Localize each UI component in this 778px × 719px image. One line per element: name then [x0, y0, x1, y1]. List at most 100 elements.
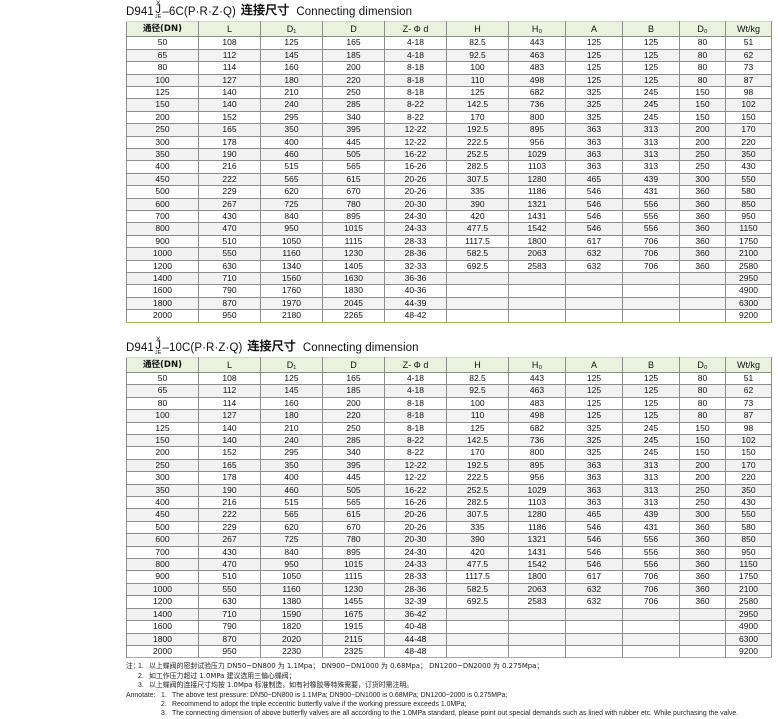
cell-21-5: 40-36: [384, 284, 447, 298]
cell-20-10: [679, 607, 726, 622]
cell-14-2: 267: [198, 533, 261, 547]
cell-5-4: 250: [322, 85, 385, 100]
cell-21-5: 40-48: [384, 620, 447, 634]
cell-15-11: 950: [725, 545, 772, 560]
cell-7-2: 152: [198, 446, 261, 460]
cell-16-8: 546: [565, 558, 623, 572]
table-row: 125 140 210 250 8-18 125 682 325 245 150 98: [126, 421, 772, 436]
table-row: 350 190 460 505 16-22 252.5 1029 363 313 250 350: [126, 483, 772, 498]
cell-7-3: 295: [260, 446, 323, 460]
cell-18-6: 582.5: [446, 582, 509, 597]
cell-17-5: 28-33: [384, 234, 447, 249]
cell-23-4: 2265: [322, 309, 385, 323]
cell-12-8: 465: [565, 508, 623, 522]
cell-12-11: 550: [725, 172, 772, 187]
cell-9-4: 445: [322, 135, 385, 149]
cell-13-3: 620: [260, 520, 323, 535]
cell-16-3: 950: [260, 222, 323, 236]
cell-8-1: 250: [126, 123, 199, 137]
cell-10-5: 16-22: [384, 483, 447, 498]
table-row: 1000 550 1160 1230 28-36 582.5 2063 632 706 360 21…: [126, 247, 772, 261]
cell-6-7: 736: [508, 433, 566, 448]
column-header-9: B: [622, 356, 680, 373]
cell-10-10: 250: [679, 147, 726, 162]
cell-19-5: 32-39: [384, 595, 447, 609]
column-header-6: H: [446, 21, 509, 38]
cell-7-8: 325: [565, 446, 623, 460]
cell-3-11: 73: [725, 396, 772, 411]
cell-6-1: 150: [126, 98, 199, 112]
cell-23-8: [565, 309, 623, 323]
cell-17-5: 28-33: [384, 570, 447, 584]
cell-17-2: 510: [198, 570, 261, 584]
note-cn-number-1: 1.: [138, 663, 144, 671]
cell-22-4: 2115: [322, 632, 385, 646]
cell-2-1: 65: [126, 384, 199, 398]
cell-8-4: 395: [322, 123, 385, 137]
table-row: 65 112 145 185 4-18 92.5 463 125 125 80 62: [126, 48, 772, 63]
cell-11-7: 1103: [508, 496, 566, 510]
column-header-8: A: [565, 21, 623, 38]
table-row: 700 430 840 895 24-30 420 1431 546 556 360 950: [126, 209, 772, 224]
table-row: 150 140 240 285 8-22 142.5 736 325 245 150 102: [126, 98, 772, 112]
cell-17-8: 617: [565, 234, 623, 249]
table-row: 1400 710 1560 1630 36-36 2950: [126, 272, 772, 286]
cell-9-3: 400: [260, 471, 323, 485]
cell-19-6: 692.5: [446, 259, 509, 274]
table-row: 1800 870 1970 2045 44-39 6300: [126, 296, 772, 311]
cell-16-5: 24-33: [384, 558, 447, 572]
cell-1-1: 50: [126, 36, 199, 50]
cell-2-1: 65: [126, 48, 199, 63]
cell-3-1: 80: [126, 396, 199, 411]
cell-10-7: 1029: [508, 483, 566, 498]
cell-9-2: 178: [198, 471, 261, 485]
cell-2-6: 92.5: [446, 48, 509, 63]
cell-18-3: 1160: [260, 247, 323, 261]
column-header-11: Wt/kg: [725, 21, 772, 38]
cell-6-5: 8-22: [384, 98, 447, 112]
cell-4-7: 498: [508, 409, 566, 423]
cell-6-3: 240: [260, 433, 323, 448]
cell-14-9: 556: [622, 533, 680, 547]
cell-11-2: 216: [198, 496, 261, 510]
cell-4-9: 125: [622, 73, 680, 87]
cell-18-6: 582.5: [446, 247, 509, 261]
cell-11-7: 1103: [508, 160, 566, 174]
valve-code-subscript-1: JE: [154, 14, 162, 21]
cell-5-4: 250: [322, 421, 385, 436]
cell-19-4: 1455: [322, 595, 385, 609]
table-row: 80 114 160 200 8-18 100 483 125 125 80 73: [126, 396, 772, 411]
cell-8-5: 12-22: [384, 123, 447, 137]
cell-1-6: 82.5: [446, 371, 509, 386]
cell-3-6: 100: [446, 396, 509, 411]
cell-2-6: 92.5: [446, 384, 509, 398]
cell-20-2: 710: [198, 272, 261, 286]
cell-18-2: 550: [198, 247, 261, 261]
cell-14-11: 850: [725, 533, 772, 547]
cell-18-7: 2063: [508, 247, 566, 261]
cell-22-9: [622, 296, 680, 311]
cell-7-2: 152: [198, 110, 261, 125]
cell-7-7: 800: [508, 446, 566, 460]
column-header-7: H₀: [508, 21, 566, 38]
column-header-3: D₁: [260, 21, 323, 38]
cell-2-5: 4-18: [384, 384, 447, 398]
cell-4-7: 498: [508, 73, 566, 87]
cell-3-11: 73: [725, 61, 772, 75]
table-row: 150 140 240 285 8-22 142.5 736 325 245 150 102: [126, 433, 772, 448]
cell-21-3: 1820: [260, 620, 323, 634]
cell-21-10: [679, 284, 726, 298]
cell-21-6: [446, 284, 509, 298]
cell-20-5: 36-36: [384, 272, 447, 286]
cell-14-1: 600: [126, 533, 199, 547]
cell-17-6: 1117.5: [446, 234, 509, 249]
cell-15-10: 360: [679, 209, 726, 224]
cell-21-9: [622, 620, 680, 634]
cell-5-2: 140: [198, 421, 261, 436]
cell-21-9: [622, 284, 680, 298]
cell-9-4: 445: [322, 471, 385, 485]
cell-6-4: 285: [322, 98, 385, 112]
cell-12-6: 307.5: [446, 508, 509, 522]
cell-3-10: 80: [679, 61, 726, 75]
cell-16-9: 556: [622, 222, 680, 236]
